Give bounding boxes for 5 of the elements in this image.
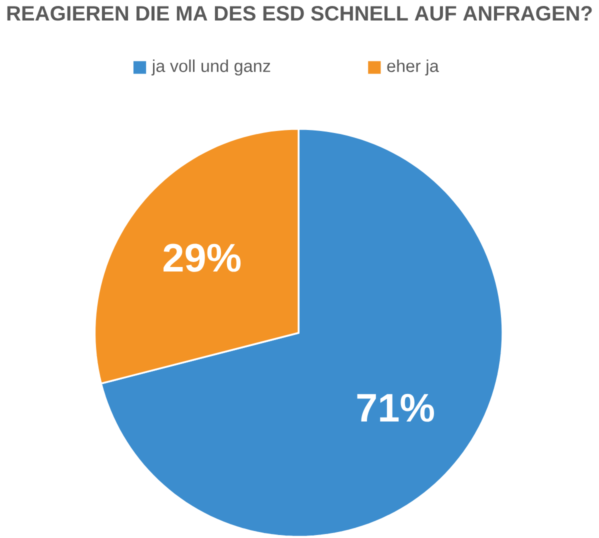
chart-title: REAGIEREN DIE MA DES ESD SCHNELL AUF ANFRAGEN? bbox=[7, 6, 592, 21]
data-label: 29% bbox=[164, 244, 241, 272]
legend-label: ja voll und ganz bbox=[151, 60, 270, 76]
legend-label: eher ja bbox=[387, 60, 439, 76]
data-label: 71% bbox=[357, 394, 434, 422]
